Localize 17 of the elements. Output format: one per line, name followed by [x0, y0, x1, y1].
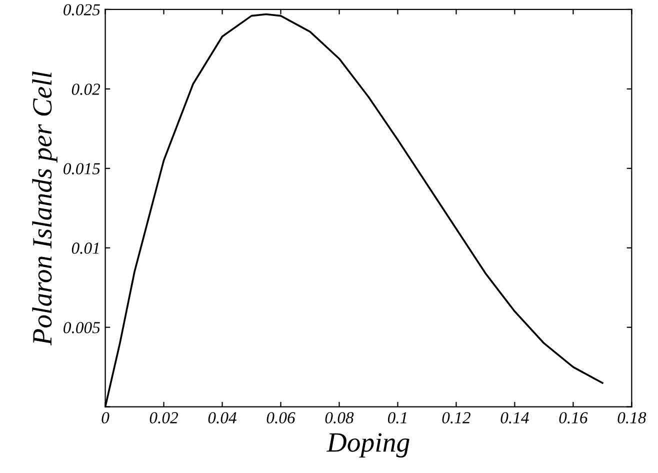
x-tick-label: 0.12 [442, 412, 470, 424]
x-tick-label: 0.1 [388, 412, 406, 424]
x-tick-label: 0.08 [325, 412, 354, 424]
x-axis-title: Doping [326, 433, 410, 458]
y-tick-label: 0.025 [64, 4, 100, 16]
y-tick-label: 0.015 [64, 163, 100, 174]
y-axis-title: Polaron Islands per Cell [32, 72, 58, 346]
x-tick-label: 0.14 [500, 412, 529, 424]
y-tick-label: 0.005 [64, 322, 100, 334]
x-tick-label: 0 [102, 412, 110, 424]
y-tick-label: 0.01 [72, 242, 99, 254]
x-tick-label: 0.04 [208, 412, 236, 424]
x-tick-label: 0.06 [266, 412, 296, 424]
x-tick-label: 0.02 [150, 412, 178, 424]
x-tick-label: 0.16 [559, 412, 588, 424]
x-tick-label: 0.18 [618, 412, 646, 424]
y-tick-label: 0.02 [72, 84, 100, 95]
